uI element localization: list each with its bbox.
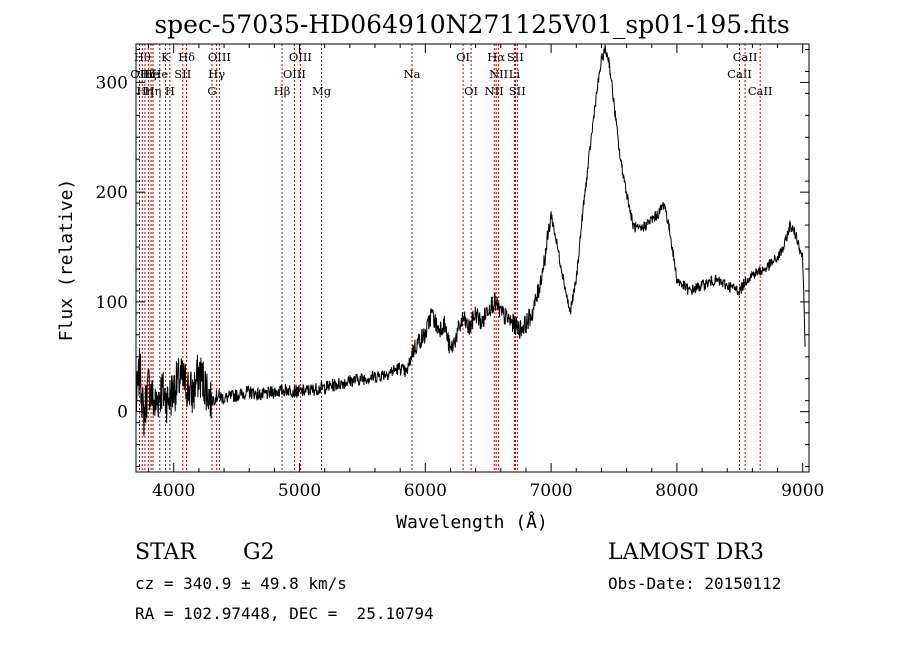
line-label-14: Hβ [274, 84, 291, 98]
x-tick-label: 5000 [278, 481, 321, 501]
line-label-17: Mg [312, 84, 332, 98]
line-label-11: G [207, 84, 216, 98]
line-label-27: CaII [727, 67, 752, 81]
survey-name: LAMOST DR3 [608, 540, 764, 565]
y-axis-label: Flux (relative) [56, 179, 77, 342]
y-tick-label: 300 [96, 73, 128, 93]
x-tick-label: 6000 [404, 481, 447, 501]
x-tick-label: 7000 [529, 481, 572, 501]
line-label-23: NII [489, 67, 508, 81]
line-label-18: Na [404, 67, 421, 81]
spectrum-series [135, 44, 806, 436]
line-label-15: OIII [283, 67, 306, 81]
object-class: STAR [135, 540, 196, 565]
line-label-22: Hα [487, 50, 505, 64]
line-label-20: OI [464, 84, 478, 98]
line-label-10: Hδ [178, 50, 195, 64]
redshift-readout: cz = 340.9 ± 49.8 km/s [135, 574, 347, 593]
line-label-16: OIII [289, 50, 312, 64]
line-label-26: SII [509, 84, 526, 98]
y-tick-label: 0 [117, 403, 128, 423]
line-label-2: Hη [136, 84, 153, 98]
spectral-subclass: G2 [243, 540, 275, 565]
x-tick-label: 9000 [781, 481, 824, 501]
line-label-5: Hη [145, 84, 162, 98]
line-label-7: K [161, 50, 170, 64]
x-tick-label: 4000 [152, 481, 195, 501]
line-label-3: Hζ [140, 67, 156, 81]
observation-date: Obs-Date: 20150112 [608, 574, 782, 593]
plot-frame [135, 43, 810, 473]
line-label-28: CaII [733, 50, 758, 64]
chart-title: spec-57035-HD064910N271125V01_sp01-195.f… [154, 10, 789, 39]
line-label-13: OIII [208, 50, 231, 64]
line-label-6: He [151, 67, 168, 81]
line-label-24: Li [509, 67, 521, 81]
y-tick-label: 200 [96, 183, 128, 203]
line-label-12: Hγ [208, 67, 225, 81]
x-tick-label: 8000 [655, 481, 698, 501]
line-label-8: H [165, 84, 175, 98]
axis-ticks: 4000 5000 6000 7000 8000 9000 0 100 200 300 [96, 44, 824, 501]
x-axis-label: Wavelength (Å) [396, 511, 548, 533]
line-label-0: OII [130, 67, 149, 81]
line-label-9: SII [174, 67, 191, 81]
y-tick-label: 100 [96, 293, 128, 313]
line-label-4: He [143, 67, 160, 81]
spectral-line-markers: OIIHθHηHζHeHηHeKHSIIHδGHγOIIIHβOIIIOIIIM… [130, 44, 773, 472]
line-label-25: SII [507, 50, 524, 64]
line-label-19: OI [456, 50, 470, 64]
line-label-21: NII [485, 84, 504, 98]
coordinates-readout: RA = 102.97448, DEC = 25.10794 [135, 604, 434, 623]
spectrum-line [135, 44, 806, 436]
line-label-1: Hθ [134, 50, 151, 64]
line-label-29: CaII [748, 84, 773, 98]
